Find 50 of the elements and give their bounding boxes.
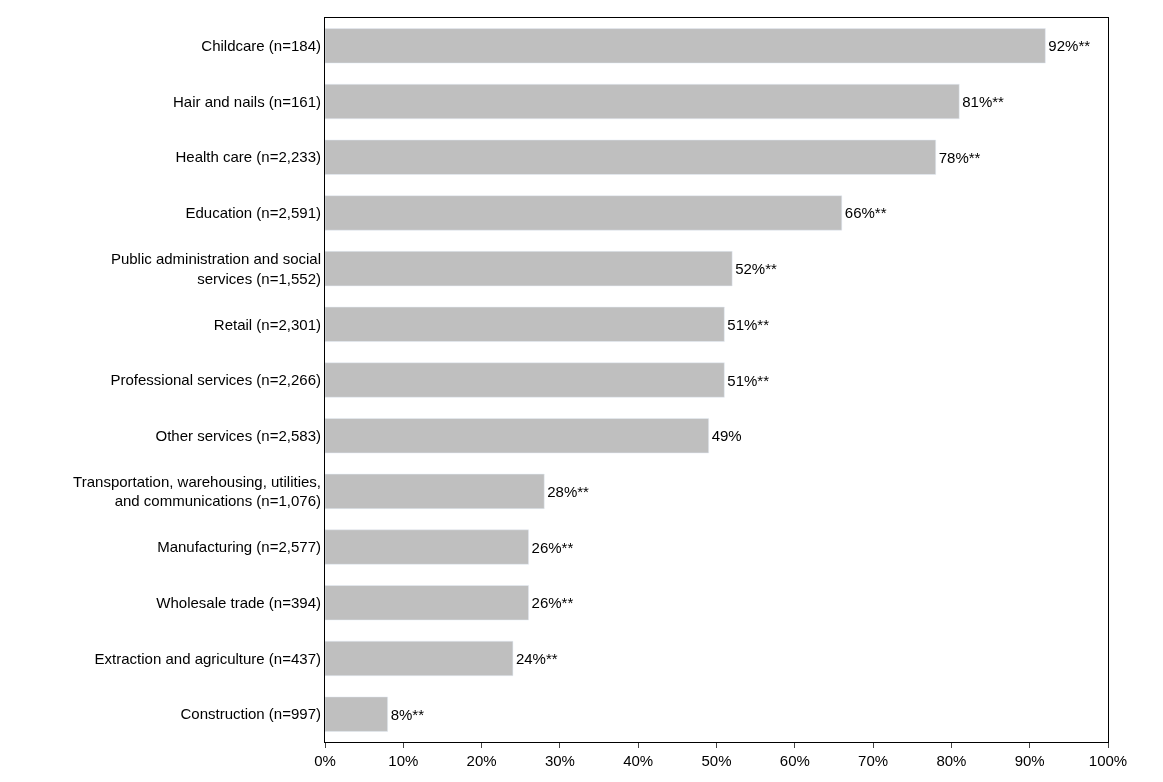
data-label: 51%** [727, 371, 770, 389]
bar [325, 585, 529, 621]
x-tick-label: 80% [936, 752, 967, 769]
x-tick-label: 30% [544, 752, 575, 769]
x-tick-label: 10% [388, 752, 419, 769]
x-tick-label: 90% [1014, 752, 1045, 769]
data-label: 78%** [938, 148, 981, 166]
y-tick-label: Construction (n=997) [180, 705, 321, 723]
data-label: 66%** [844, 204, 887, 222]
y-tick-label: Education (n=2,591) [185, 204, 321, 222]
bar [325, 306, 725, 342]
data-label: 26%** [531, 538, 574, 556]
y-tick-label: Manufacturing (n=2,577) [157, 538, 321, 556]
y-tick-label: Retail (n=2,301) [213, 315, 321, 333]
x-tick-label: 40% [623, 752, 654, 769]
x-tick-label: 70% [858, 752, 889, 769]
y-tick-label: Other services (n=2,583) [155, 426, 321, 444]
y-tick-label: Hair and nails (n=161) [172, 92, 321, 110]
bar [325, 195, 843, 231]
data-label: 81%** [962, 93, 1005, 111]
bar [325, 28, 1046, 64]
x-tick-label: 50% [701, 752, 732, 769]
y-tick-label: Extraction and agriculture (n=437) [94, 649, 321, 667]
bar [325, 84, 960, 120]
x-tick-label: 20% [466, 752, 497, 769]
y-tick-label: Transportation, warehousing, utilities, and communications (n=1,076) [73, 472, 321, 510]
data-label: 49% [711, 427, 742, 445]
y-tick-label: Wholesale trade (n=394) [156, 594, 321, 612]
data-label: 28%** [547, 482, 590, 500]
x-tick-label: 0% [314, 752, 336, 769]
x-tick-label: 60% [779, 752, 810, 769]
data-label: 52%** [735, 260, 778, 278]
bar [325, 640, 514, 676]
bar [325, 696, 388, 732]
data-label: 26%** [531, 594, 574, 612]
data-label: 24%** [515, 649, 558, 667]
y-tick-label: Health care (n=2,233) [175, 148, 321, 166]
data-label: 92%** [1048, 37, 1091, 55]
bar [325, 473, 545, 509]
y-tick-label: Public administration and social services (n=1,552) [110, 250, 321, 287]
data-label: 51%** [727, 315, 770, 333]
bar [325, 362, 725, 398]
bar [325, 251, 733, 287]
data-label: 8%** [390, 705, 425, 723]
y-tick-label: Childcare (n=184) [201, 37, 321, 55]
y-tick-label: Professional services (n=2,266) [110, 371, 321, 389]
bar [325, 529, 529, 565]
bar [325, 139, 936, 175]
x-tick-label: 100% [1088, 752, 1128, 769]
bar [325, 418, 709, 454]
